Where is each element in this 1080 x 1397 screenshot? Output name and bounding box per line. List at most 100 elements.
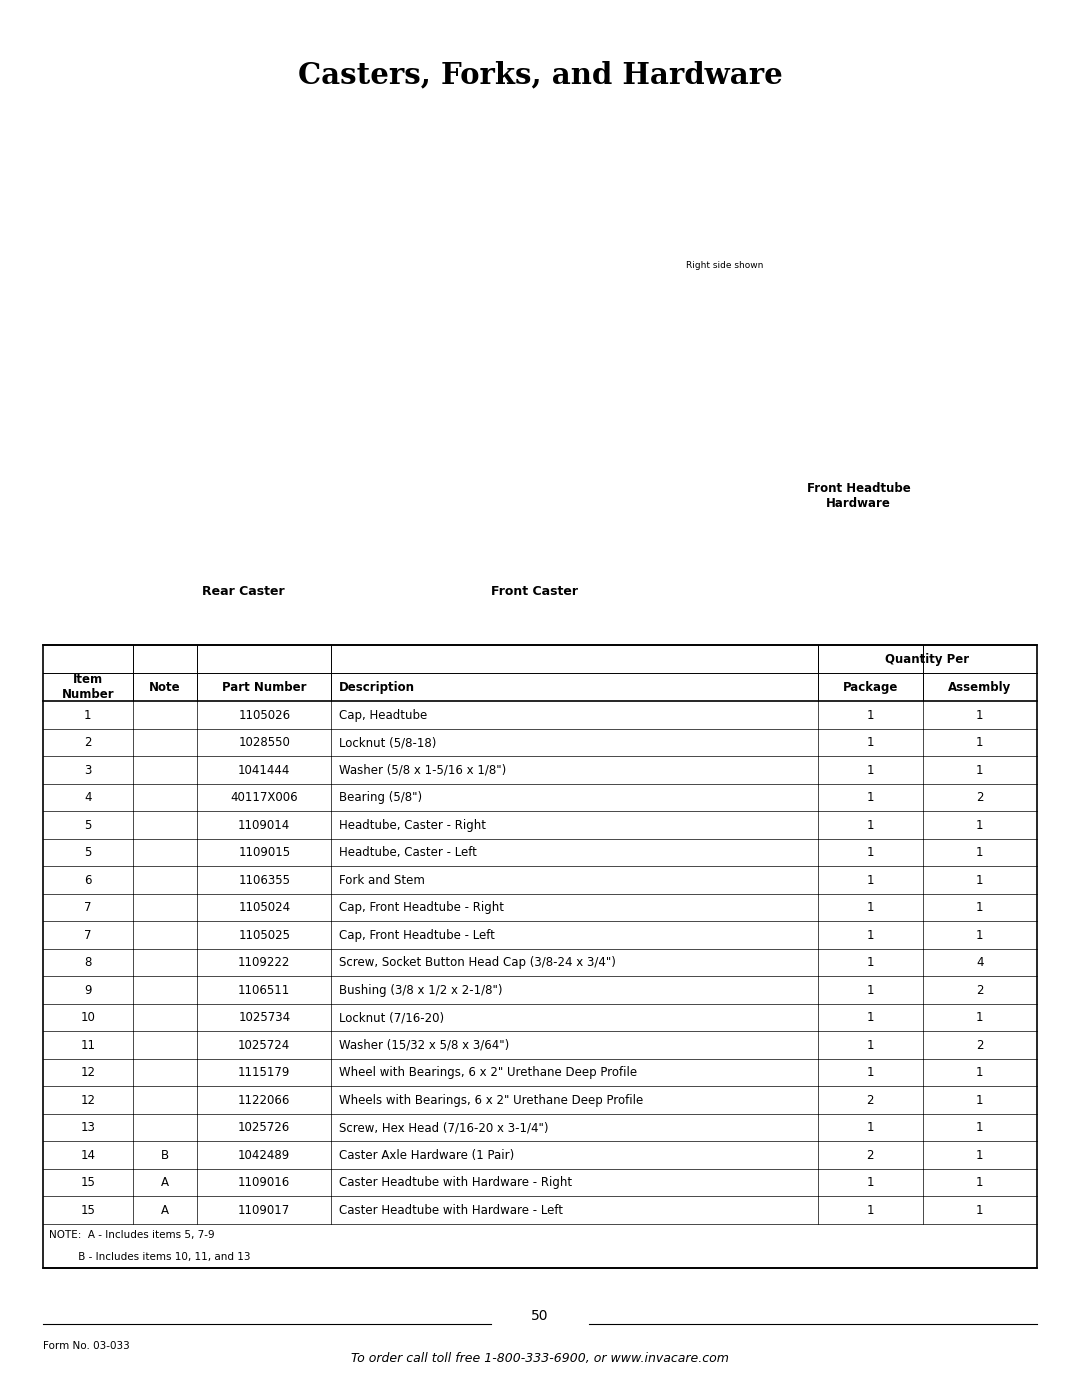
Text: 15: 15 <box>81 1204 95 1217</box>
Text: 1: 1 <box>976 1148 984 1162</box>
Text: B: B <box>161 1148 168 1162</box>
Text: Rear Caster: Rear Caster <box>202 585 284 598</box>
Text: Washer (15/32 x 5/8 x 3/64"): Washer (15/32 x 5/8 x 3/64") <box>339 1038 509 1052</box>
Text: 3: 3 <box>84 764 92 777</box>
Text: A: A <box>161 1204 168 1217</box>
Text: Bearing (5/8"): Bearing (5/8") <box>339 791 422 805</box>
Text: 1: 1 <box>866 736 874 749</box>
Text: Screw, Hex Head (7/16-20 x 3-1/4"): Screw, Hex Head (7/16-20 x 3-1/4") <box>339 1122 549 1134</box>
Text: 1: 1 <box>866 1204 874 1217</box>
Text: 1106511: 1106511 <box>239 983 291 996</box>
Text: 11: 11 <box>80 1038 95 1052</box>
Text: 1109014: 1109014 <box>239 819 291 831</box>
Text: 2: 2 <box>866 1148 874 1162</box>
Text: 1: 1 <box>84 708 92 722</box>
Text: 1041444: 1041444 <box>238 764 291 777</box>
Text: Casters, Forks, and Hardware: Casters, Forks, and Hardware <box>298 60 782 89</box>
Text: 1109016: 1109016 <box>239 1176 291 1189</box>
Text: 1: 1 <box>866 1066 874 1078</box>
Text: Part Number: Part Number <box>222 680 307 694</box>
Text: 4: 4 <box>976 956 984 970</box>
Text: 12: 12 <box>80 1094 95 1106</box>
Text: 13: 13 <box>81 1122 95 1134</box>
Text: 1: 1 <box>976 764 984 777</box>
Text: 2: 2 <box>976 983 984 996</box>
Text: 1: 1 <box>976 873 984 887</box>
Text: 1: 1 <box>866 901 874 914</box>
Text: 1025726: 1025726 <box>239 1122 291 1134</box>
Text: 1: 1 <box>866 1011 874 1024</box>
Text: B - Includes items 10, 11, and 13: B - Includes items 10, 11, and 13 <box>49 1252 251 1261</box>
Text: 12: 12 <box>80 1066 95 1078</box>
Text: 1: 1 <box>866 708 874 722</box>
Text: To order call toll free 1-800-333-6900, or www.invacare.com: To order call toll free 1-800-333-6900, … <box>351 1352 729 1365</box>
Text: 1: 1 <box>866 956 874 970</box>
Text: A: A <box>161 1176 168 1189</box>
Text: 1: 1 <box>976 708 984 722</box>
Text: 1: 1 <box>866 764 874 777</box>
Text: 2: 2 <box>866 1094 874 1106</box>
Text: 1109017: 1109017 <box>239 1204 291 1217</box>
Text: 1: 1 <box>976 929 984 942</box>
Text: 5: 5 <box>84 847 92 859</box>
Bar <box>43 645 1037 1268</box>
Text: 1042489: 1042489 <box>239 1148 291 1162</box>
Text: 1: 1 <box>866 983 874 996</box>
Text: 1: 1 <box>976 736 984 749</box>
Text: 1: 1 <box>976 819 984 831</box>
Text: Quantity Per: Quantity Per <box>886 652 970 666</box>
Text: 8: 8 <box>84 956 92 970</box>
Text: 1115179: 1115179 <box>238 1066 291 1078</box>
Text: 15: 15 <box>81 1176 95 1189</box>
Text: Headtube, Caster - Left: Headtube, Caster - Left <box>339 847 476 859</box>
Text: 1: 1 <box>866 847 874 859</box>
Text: 5: 5 <box>84 819 92 831</box>
Text: 2: 2 <box>84 736 92 749</box>
Text: 1: 1 <box>976 901 984 914</box>
Text: Cap, Front Headtube - Left: Cap, Front Headtube - Left <box>339 929 495 942</box>
Text: Right side shown: Right side shown <box>686 261 764 270</box>
Text: Wheel with Bearings, 6 x 2" Urethane Deep Profile: Wheel with Bearings, 6 x 2" Urethane Dee… <box>339 1066 637 1078</box>
Text: 1: 1 <box>866 873 874 887</box>
Text: 10: 10 <box>81 1011 95 1024</box>
Text: 1: 1 <box>976 1204 984 1217</box>
Text: NOTE:  A - Includes items 5, 7-9: NOTE: A - Includes items 5, 7-9 <box>49 1229 214 1241</box>
Text: 1105024: 1105024 <box>239 901 291 914</box>
Text: 1: 1 <box>866 1176 874 1189</box>
Text: 50: 50 <box>531 1309 549 1323</box>
Text: Package: Package <box>842 680 899 694</box>
Text: 1: 1 <box>866 819 874 831</box>
Text: Caster Axle Hardware (1 Pair): Caster Axle Hardware (1 Pair) <box>339 1148 514 1162</box>
Text: 6: 6 <box>84 873 92 887</box>
Text: 7: 7 <box>84 901 92 914</box>
Text: 1: 1 <box>866 791 874 805</box>
Text: 1105025: 1105025 <box>239 929 291 942</box>
Text: Cap, Front Headtube - Right: Cap, Front Headtube - Right <box>339 901 504 914</box>
Text: Caster Headtube with Hardware - Left: Caster Headtube with Hardware - Left <box>339 1204 563 1217</box>
Text: Description: Description <box>339 680 415 694</box>
Text: Headtube, Caster - Right: Headtube, Caster - Right <box>339 819 486 831</box>
Text: 1: 1 <box>866 929 874 942</box>
Text: 1: 1 <box>976 1066 984 1078</box>
Text: 9: 9 <box>84 983 92 996</box>
Text: Assembly: Assembly <box>948 680 1011 694</box>
Text: 1: 1 <box>976 1176 984 1189</box>
Text: 1109222: 1109222 <box>238 956 291 970</box>
Text: Caster Headtube with Hardware - Right: Caster Headtube with Hardware - Right <box>339 1176 572 1189</box>
Text: 1: 1 <box>976 1094 984 1106</box>
Text: Form No. 03-033: Form No. 03-033 <box>43 1341 130 1351</box>
Text: Wheels with Bearings, 6 x 2" Urethane Deep Profile: Wheels with Bearings, 6 x 2" Urethane De… <box>339 1094 644 1106</box>
Text: 1105026: 1105026 <box>239 708 291 722</box>
Text: 1122066: 1122066 <box>238 1094 291 1106</box>
Text: Locknut (7/16-20): Locknut (7/16-20) <box>339 1011 444 1024</box>
Text: 1025734: 1025734 <box>239 1011 291 1024</box>
Text: Item
Number: Item Number <box>62 673 114 701</box>
Text: Cap, Headtube: Cap, Headtube <box>339 708 428 722</box>
Text: 1: 1 <box>866 1122 874 1134</box>
Text: 7: 7 <box>84 929 92 942</box>
Text: Bushing (3/8 x 1/2 x 2-1/8"): Bushing (3/8 x 1/2 x 2-1/8") <box>339 983 502 996</box>
Text: 1: 1 <box>976 847 984 859</box>
Text: Screw, Socket Button Head Cap (3/8-24 x 3/4"): Screw, Socket Button Head Cap (3/8-24 x … <box>339 956 616 970</box>
Text: Note: Note <box>149 680 180 694</box>
Text: Washer (5/8 x 1-5/16 x 1/8"): Washer (5/8 x 1-5/16 x 1/8") <box>339 764 507 777</box>
